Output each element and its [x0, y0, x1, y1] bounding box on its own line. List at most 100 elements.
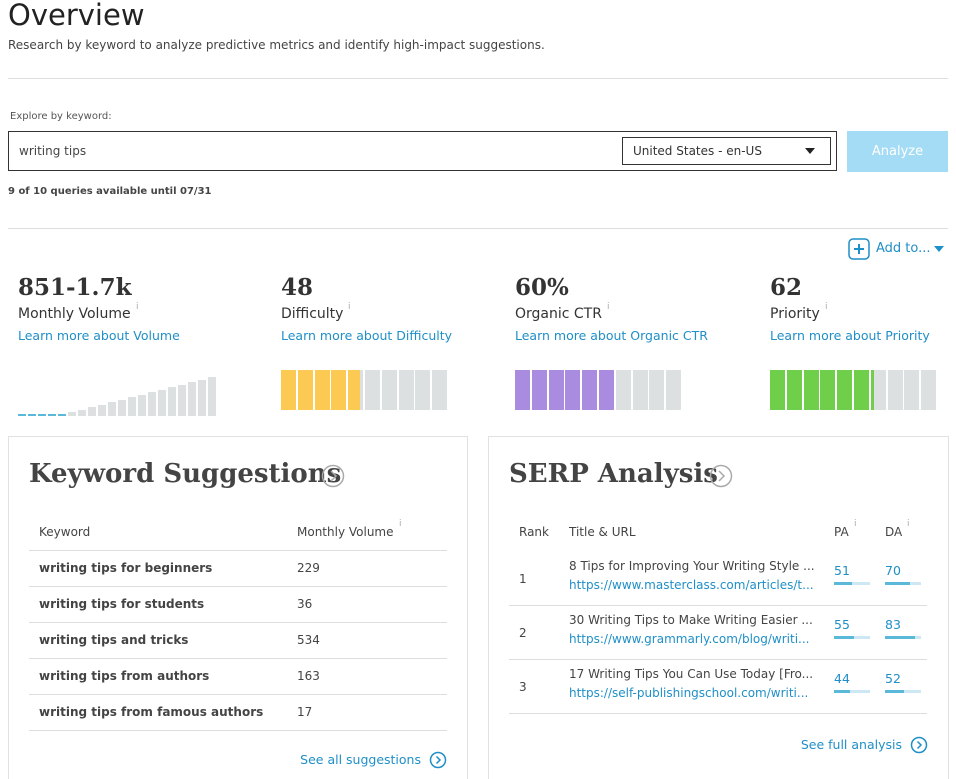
metric-value: 851-1.7k [18, 274, 132, 301]
volume-bar [28, 414, 36, 416]
search-input[interactable]: writing tips United States - en-US [8, 131, 837, 171]
divider [8, 228, 948, 229]
result-title[interactable]: 8 Tips for Improving Your Writing Style … [569, 559, 815, 573]
keyword[interactable]: writing tips from authors [39, 669, 210, 683]
metric-value: 62 [770, 274, 803, 301]
meter-fill [803, 370, 819, 410]
meter-segment [515, 370, 530, 410]
volume-bar [78, 409, 86, 416]
result-title[interactable]: 30 Writing Tips to Make Writing Easier .… [569, 613, 813, 627]
volume-bar [178, 384, 186, 416]
meter-segment [820, 370, 836, 410]
locale: United States - en-US [633, 144, 762, 158]
arrow-icon[interactable] [910, 736, 928, 754]
pa-value: 51 [834, 563, 850, 578]
serp-panel: SERP Analysis Rank Title & URL PA i DA i 1 8 Ti… [488, 436, 949, 779]
query: writing tips [19, 144, 87, 158]
page-title: Overview [8, 0, 145, 32]
locale-select[interactable]: United States - en-US [622, 137, 831, 165]
volume-bar [68, 412, 76, 416]
meter-fill [565, 370, 581, 410]
meter-segment [854, 370, 869, 410]
keyword[interactable]: writing tips for students [39, 597, 205, 611]
da-track [885, 690, 921, 693]
da-bar [885, 582, 911, 585]
volume-bar [148, 392, 156, 416]
meter-segment [599, 370, 614, 410]
meter-fill [281, 370, 296, 410]
info-icon: i [348, 302, 351, 312]
pa-bar [834, 582, 853, 585]
meter-fill [786, 370, 802, 410]
metric-link[interactable]: Learn more about Volume [18, 328, 180, 343]
result-url[interactable]: https://self-publishingschool.com/writi.… [569, 686, 809, 700]
meter-segment [632, 370, 648, 410]
meter-fill [531, 370, 547, 410]
pa-track [834, 582, 870, 585]
da-track [885, 582, 921, 585]
meter-fill [854, 370, 869, 410]
meter-fill [599, 370, 614, 410]
arrow-icon[interactable] [709, 464, 733, 488]
volume: 163 [297, 669, 320, 683]
analyze-button[interactable]: Analyze [847, 131, 948, 172]
volume-bar [158, 389, 166, 416]
panel-title: SERP Analysis [509, 459, 718, 489]
metric-name: Organic CTR [515, 306, 602, 322]
rank: 1 [519, 572, 527, 586]
metric-link[interactable]: Learn more about Difficulty [281, 328, 453, 343]
meter-segment [297, 370, 313, 410]
meter-fill [314, 370, 330, 410]
arrow-icon[interactable] [429, 751, 447, 769]
footer-link[interactable]: See full analysis [800, 737, 902, 752]
meter-segment [887, 370, 903, 410]
volume-bar [168, 387, 176, 416]
row-separator [509, 713, 927, 714]
keyword[interactable]: writing tips from famous authors [39, 705, 264, 719]
meter-segment [786, 370, 802, 410]
meter-fill [770, 370, 785, 410]
row-separator [29, 550, 447, 551]
panel-title: Keyword Suggestions [29, 459, 342, 489]
result-url[interactable]: https://www.masterclass.com/articles/t..… [569, 578, 814, 592]
dropdown-arrow [805, 148, 815, 154]
volume-bar [18, 414, 26, 416]
metric-name: Monthly Volume [18, 306, 131, 322]
volume-bar [88, 407, 96, 416]
info-icon: i [136, 302, 139, 312]
keyword[interactable]: writing tips for beginners [39, 561, 213, 575]
meter-segment [531, 370, 547, 410]
meter-segment [803, 370, 819, 410]
meter-segment [565, 370, 581, 410]
pa-bar [834, 636, 854, 639]
da-bar [885, 636, 915, 639]
meter-segment [314, 370, 330, 410]
volume-bar [98, 404, 106, 416]
volume-bar [118, 399, 126, 416]
info-icon: i [854, 519, 857, 529]
result-url[interactable]: https://www.grammarly.com/blog/writi... [569, 632, 810, 646]
meter-segment [331, 370, 347, 410]
da-value: 83 [885, 617, 901, 632]
metric-value: 48 [281, 274, 314, 301]
result-title[interactable]: 17 Writing Tips You Can Use Today [Fro..… [569, 667, 814, 681]
metric-link[interactable]: Learn more about Priority [770, 328, 930, 343]
meter-segment [770, 370, 785, 410]
footer-link[interactable]: See all suggestions [300, 752, 421, 767]
pa-bar [834, 690, 850, 693]
arrow-icon[interactable] [321, 464, 345, 488]
meter-segment [921, 370, 937, 410]
metric-name: Priority [770, 306, 820, 322]
subtitle: Research by keyword to analyze predictiv… [8, 38, 545, 52]
info-icon: i [399, 519, 402, 529]
column-header: DA [885, 525, 903, 539]
da-value: 70 [885, 563, 901, 578]
meter-fill [820, 370, 836, 410]
volume-bar [38, 414, 46, 416]
keyword[interactable]: writing tips and tricks [39, 633, 189, 647]
quota: 9 of 10 queries available until 07/31 [8, 186, 212, 197]
meter-fill [870, 370, 874, 410]
metric-link[interactable]: Learn more about Organic CTR [515, 328, 708, 343]
meter-fill [348, 370, 361, 410]
